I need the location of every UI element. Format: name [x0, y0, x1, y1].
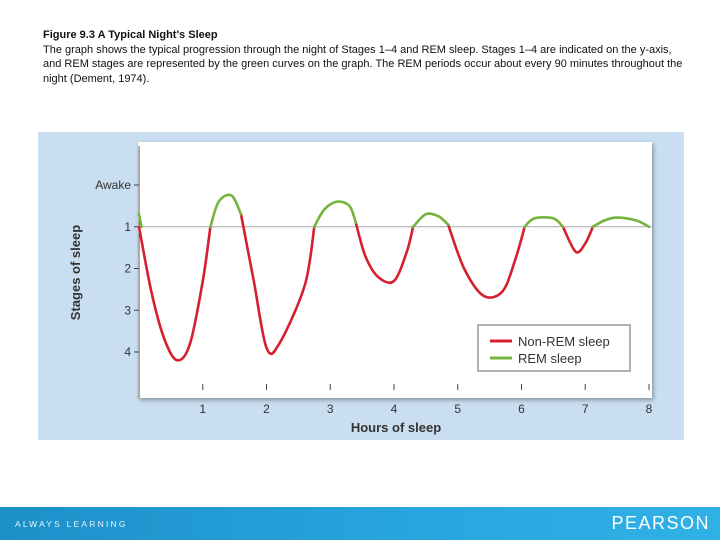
- y-tick-label: 1: [124, 220, 131, 234]
- x-tick-label: 8: [646, 402, 653, 416]
- x-tick-label: 4: [391, 402, 398, 416]
- figure-panel: Awake 1 2 3 4 1 2 3 4 5 6 7 8 Hours of sleep Stages of…: [38, 132, 684, 440]
- sleep-stages-chart: Awake 1 2 3 4 1 2 3 4 5 6 7 8 Hours of sleep Stages of…: [68, 142, 653, 435]
- x-tick-label: 7: [582, 402, 589, 416]
- x-tick-label: 3: [327, 402, 334, 416]
- x-axis-title: Hours of sleep: [351, 420, 441, 435]
- non-rem-sleep-segment-4: [446, 223, 526, 299]
- rem-sleep-segment-6: [591, 216, 651, 229]
- x-tick-label: 6: [518, 402, 525, 416]
- y-tick-label: 4: [124, 345, 131, 359]
- rem-sleep-segment-4: [411, 212, 450, 229]
- figure-caption: Figure 9.3 A Typical Night's Sleep The g…: [43, 28, 683, 86]
- y-tick-label: 3: [124, 303, 131, 317]
- rem-sleep-segment-2: [209, 193, 243, 229]
- non-rem-sleep-segment-1: [137, 225, 212, 362]
- y-tick-label: Awake: [95, 178, 131, 192]
- y-tick-label: 2: [124, 262, 131, 276]
- legend-label: Non-REM sleep: [518, 334, 610, 349]
- rem-sleep-segment-3: [313, 200, 358, 229]
- x-tick-label: 1: [199, 402, 206, 416]
- x-tick-label: 5: [454, 402, 461, 416]
- footer-tagline: ALWAYS LEARNING: [15, 519, 128, 529]
- footer-bar: ALWAYS LEARNING PEARSON: [0, 507, 720, 540]
- x-tick-label: 2: [263, 402, 270, 416]
- non-rem-sleep-segment-2: [239, 212, 316, 356]
- figure-title: Figure 9.3 A Typical Night's Sleep: [43, 29, 218, 41]
- figure-description: The graph shows the typical progression …: [43, 43, 683, 85]
- legend-label: REM sleep: [518, 351, 582, 366]
- y-axis-title: Stages of sleep: [68, 225, 83, 320]
- rem-sleep-segment-5: [523, 216, 565, 229]
- non-rem-sleep-segment-3: [354, 221, 415, 285]
- legend-box: [477, 324, 631, 372]
- non-rem-sleep-segment-5: [561, 225, 595, 254]
- rem-sleep-segment-1: [137, 212, 143, 229]
- footer-brand-logo: PEARSON: [611, 513, 710, 533]
